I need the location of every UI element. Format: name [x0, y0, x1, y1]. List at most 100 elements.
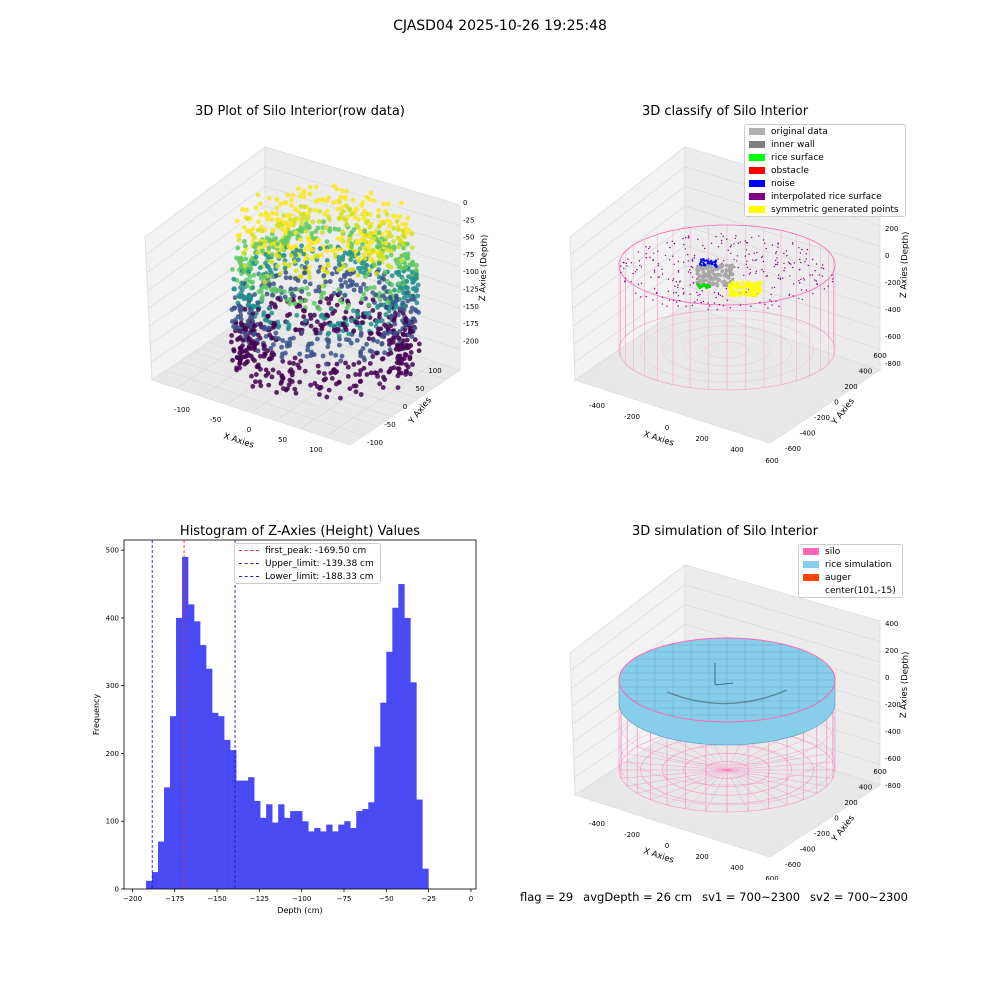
- data-point: [308, 316, 314, 321]
- data-point: [353, 383, 359, 389]
- interpolated-point: [687, 260, 690, 262]
- data-point: [263, 239, 268, 245]
- data-point: [385, 263, 391, 269]
- y-axis-label: Frequency: [92, 694, 101, 736]
- interpolated-point: [769, 299, 771, 301]
- data-point: [370, 297, 376, 303]
- data-point: [316, 369, 322, 375]
- data-point: [363, 296, 368, 301]
- symmetric-point: [755, 293, 759, 297]
- silo-floor-spoke: [726, 769, 833, 779]
- interpolated-point: [745, 249, 748, 251]
- interpolated-point: [674, 285, 676, 287]
- x-tick-label: -50: [210, 416, 221, 424]
- symmetric-point: [751, 282, 755, 286]
- data-point: [353, 206, 359, 212]
- data-point: [378, 368, 384, 373]
- noise-point: [698, 262, 702, 266]
- y-tick-label: -50: [384, 421, 395, 429]
- data-point: [367, 197, 372, 202]
- data-point: [296, 257, 301, 263]
- interpolated-point: [775, 300, 777, 303]
- data-point: [326, 387, 332, 393]
- interpolated-point: [783, 269, 785, 272]
- data-point: [318, 313, 324, 319]
- data-point: [376, 214, 381, 219]
- data-point: [274, 197, 280, 202]
- interpolated-point: [746, 260, 748, 262]
- legend-item: noise: [745, 177, 905, 190]
- data-point: [358, 350, 363, 356]
- data-point: [275, 296, 281, 301]
- data-point: [258, 321, 263, 327]
- data-point: [306, 270, 312, 275]
- data-point: [310, 247, 316, 253]
- data-point: [293, 286, 299, 292]
- data-point: [234, 218, 240, 224]
- data-point: [255, 192, 261, 198]
- histogram-bar: [182, 556, 189, 889]
- data-point: [377, 297, 383, 303]
- data-point: [391, 239, 396, 244]
- data-point: [302, 368, 308, 374]
- data-point: [250, 356, 256, 362]
- silo-floor-ring: [640, 317, 814, 383]
- data-point: [245, 318, 251, 324]
- data-point: [298, 358, 304, 364]
- data-point: [317, 299, 323, 305]
- legend-item: center(101,-15): [799, 584, 902, 597]
- symmetric-point: [736, 292, 740, 296]
- interpolated-point: [667, 278, 670, 280]
- interpolated-point: [653, 288, 656, 290]
- data-point: [229, 333, 235, 338]
- data-point: [317, 306, 322, 312]
- interpolated-point: [812, 292, 814, 295]
- interpolated-point: [704, 247, 706, 250]
- legend-label: rice surface: [771, 152, 824, 163]
- data-point: [395, 227, 401, 232]
- interpolated-point: [805, 289, 807, 291]
- interpolated-point: [693, 257, 696, 259]
- interpolated-point: [694, 301, 696, 303]
- symmetric-point: [754, 287, 758, 291]
- interpolated-point: [800, 278, 802, 281]
- data-point: [265, 254, 271, 260]
- interpolated-point: [645, 246, 647, 248]
- data-point: [310, 240, 315, 246]
- data-point: [310, 219, 316, 225]
- symmetric-point: [750, 293, 754, 297]
- legend-swatch: [803, 587, 819, 594]
- data-point: [296, 365, 302, 371]
- interpolated-point: [657, 276, 659, 278]
- data-point: [358, 378, 364, 384]
- sv2-text: sv2 = 700~2300: [810, 890, 908, 904]
- data-point: [302, 318, 308, 324]
- z-tick-label: -200: [885, 701, 901, 709]
- y-tick-label: 0: [834, 399, 838, 407]
- interpolated-point: [666, 305, 668, 307]
- data-point: [354, 282, 359, 288]
- data-point: [234, 324, 240, 329]
- data-point: [252, 244, 258, 250]
- data-point: [349, 244, 354, 250]
- interpolated-point: [691, 260, 693, 262]
- x-tick-label: 0: [247, 426, 251, 434]
- legend-label: rice simulation: [825, 559, 892, 570]
- data-point: [321, 273, 327, 279]
- original-data-point: [711, 268, 715, 272]
- z-tick-label: 400: [885, 620, 898, 628]
- data-point: [298, 227, 304, 233]
- data-point: [317, 392, 322, 397]
- histogram-bar: [212, 712, 219, 889]
- data-point: [316, 219, 322, 224]
- data-point: [408, 293, 413, 299]
- data-point: [282, 227, 288, 233]
- legend-label: original data: [771, 126, 828, 137]
- data-point: [367, 267, 373, 273]
- symmetric-point: [759, 287, 763, 291]
- data-point: [414, 263, 419, 268]
- original-data-point: [725, 263, 729, 267]
- data-point: [315, 254, 320, 259]
- grid-line: [148, 225, 461, 309]
- data-point: [343, 280, 348, 285]
